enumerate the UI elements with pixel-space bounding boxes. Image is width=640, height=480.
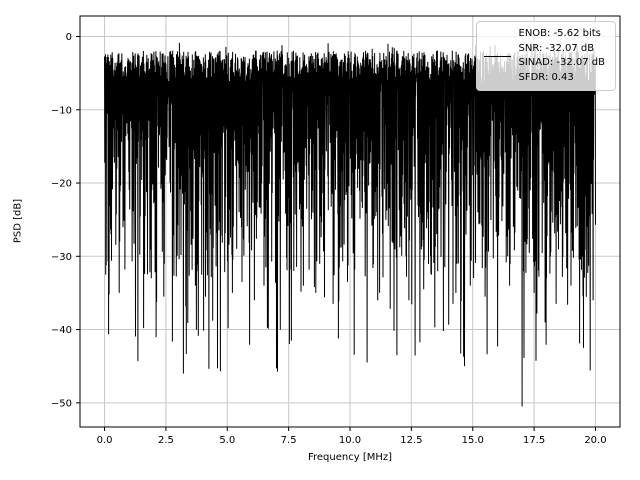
x-tick-label: 7.5: [281, 435, 297, 446]
x-tick-label: 2.5: [158, 435, 174, 446]
y-tick-label: 0: [66, 32, 72, 43]
x-tick-label: 20.0: [584, 435, 606, 446]
y-tick-label: −10: [51, 105, 72, 116]
y-tick-label: −50: [51, 398, 72, 409]
legend-line-sample-icon: [483, 55, 511, 57]
legend-entries: ENOB: -5.62 bits SNR: -32.07 dB SINAD: -…: [519, 27, 606, 85]
legend: ENOB: -5.62 bits SNR: -32.07 dB SINAD: -…: [475, 21, 616, 91]
legend-entry-enob: ENOB: -5.62 bits: [518, 28, 601, 39]
legend-entry-snr: SNR: -32.07 dB: [518, 42, 595, 54]
legend-entry-sfdr: SFDR: 0.43: [518, 71, 574, 83]
y-tick-label: −20: [51, 179, 72, 190]
y-tick-label: −40: [51, 325, 72, 336]
x-axis-label: Frequency [MHz]: [307, 452, 393, 463]
x-tick-label: 15.0: [462, 435, 484, 446]
x-tick-label: 17.5: [523, 435, 545, 446]
x-tick-label: 12.5: [400, 435, 422, 446]
x-tick-label: 5.0: [219, 435, 235, 446]
x-tick-label: 0.0: [97, 435, 113, 446]
x-tick-label: 10.0: [339, 435, 361, 446]
y-tick-label: −30: [51, 252, 72, 263]
y-axis-label: PSD [dB]: [12, 198, 24, 244]
legend-entry-sinad: SINAD: -32.07 dB: [518, 57, 606, 68]
